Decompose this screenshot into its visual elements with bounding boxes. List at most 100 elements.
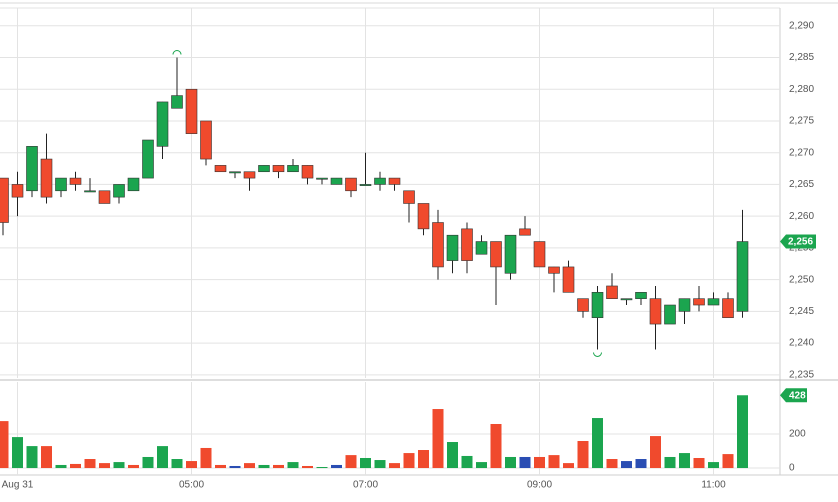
candle — [258, 165, 270, 173]
candle-body — [26, 146, 38, 192]
volume-bar — [41, 446, 52, 469]
candle-body — [533, 241, 546, 268]
candle — [693, 285, 705, 312]
volume-bar — [244, 463, 255, 469]
candle-body — [620, 298, 633, 301]
y-tick-label: 2,235 — [789, 369, 814, 380]
volume-bar — [26, 446, 38, 469]
candle — [156, 101, 169, 160]
volume-bar — [606, 459, 618, 469]
candle — [461, 222, 473, 274]
volume-bar — [679, 453, 690, 469]
x-tick-label: 09:00 — [527, 480, 552, 491]
volume-bar — [374, 460, 386, 469]
candle — [11, 171, 24, 217]
volume-bar — [55, 464, 67, 469]
candle — [649, 285, 662, 350]
candle-body — [591, 292, 604, 319]
candle — [707, 292, 720, 306]
candle — [606, 273, 618, 299]
candle — [475, 235, 488, 255]
candle — [316, 177, 328, 185]
volume-bar — [476, 462, 487, 469]
volume-bar — [737, 395, 748, 469]
candle-body — [519, 228, 531, 236]
candle-body — [490, 241, 502, 268]
candle-body — [359, 184, 372, 186]
candle-body — [229, 171, 241, 174]
volume-bar — [229, 465, 241, 469]
candle-body — [287, 165, 299, 173]
volume-bar — [316, 467, 328, 469]
y-tick-label: 2,290 — [789, 20, 814, 31]
candle-body — [142, 139, 154, 179]
candle — [69, 171, 82, 191]
candle-body — [562, 266, 575, 293]
candle — [664, 304, 676, 325]
volume-bar — [432, 409, 444, 469]
candle — [243, 171, 256, 191]
candle — [84, 178, 96, 193]
candle — [171, 57, 183, 109]
candle-body — [40, 158, 53, 198]
candle — [200, 120, 212, 166]
volume-bar — [0, 421, 9, 469]
candle-body — [258, 165, 270, 173]
candle-body — [84, 190, 96, 193]
candle-body — [403, 190, 415, 204]
candle-body — [678, 298, 691, 312]
candle — [272, 165, 285, 179]
volume-bar — [403, 453, 415, 469]
candle — [562, 260, 575, 293]
volume-bar — [722, 454, 734, 469]
volume-bar — [664, 456, 676, 469]
volume-bar — [345, 455, 357, 469]
volume-bar — [447, 442, 458, 469]
candle — [577, 298, 589, 318]
volume-bar — [650, 436, 661, 469]
candle-body — [0, 177, 9, 223]
candle — [403, 190, 415, 223]
volume-bar — [360, 457, 371, 469]
volume-bar — [563, 463, 574, 469]
candle — [736, 209, 749, 318]
y-tick-label: 2,270 — [789, 147, 814, 158]
volume-bar — [534, 456, 545, 469]
volume-bar — [331, 464, 342, 469]
volume-bar — [157, 446, 168, 469]
candle — [229, 171, 241, 179]
candle-body — [316, 177, 328, 180]
volume-bar — [302, 465, 313, 469]
volume-bar — [693, 457, 705, 469]
volume-bar — [215, 464, 226, 469]
candle-body — [548, 266, 560, 274]
y-tick-label: 2,285 — [789, 52, 814, 63]
candle-body — [736, 241, 749, 312]
candle-body — [693, 298, 705, 306]
volume-bar — [186, 461, 197, 469]
candle — [446, 234, 459, 274]
volume-tick-label: 0 — [789, 463, 795, 474]
last-price-label: 2,256 — [788, 237, 813, 248]
candle-body — [272, 165, 285, 173]
candle — [533, 241, 546, 268]
candle — [374, 171, 386, 191]
candle — [591, 285, 604, 350]
candle — [185, 88, 198, 134]
y-tick-label: 2,265 — [789, 179, 814, 190]
candle — [359, 152, 372, 186]
volume-bar — [635, 459, 647, 469]
candle — [678, 298, 691, 325]
volume-bar — [592, 418, 603, 469]
last-volume-label: 428 — [789, 390, 806, 401]
candle — [113, 184, 125, 204]
candle — [55, 177, 67, 198]
candle-body — [635, 292, 647, 299]
candle — [0, 177, 9, 236]
volume-bar — [418, 450, 429, 469]
candle-body — [98, 190, 111, 204]
candle-body — [388, 177, 401, 185]
candle-body — [374, 177, 386, 185]
candle-body — [200, 120, 212, 160]
candle-body — [461, 228, 473, 261]
